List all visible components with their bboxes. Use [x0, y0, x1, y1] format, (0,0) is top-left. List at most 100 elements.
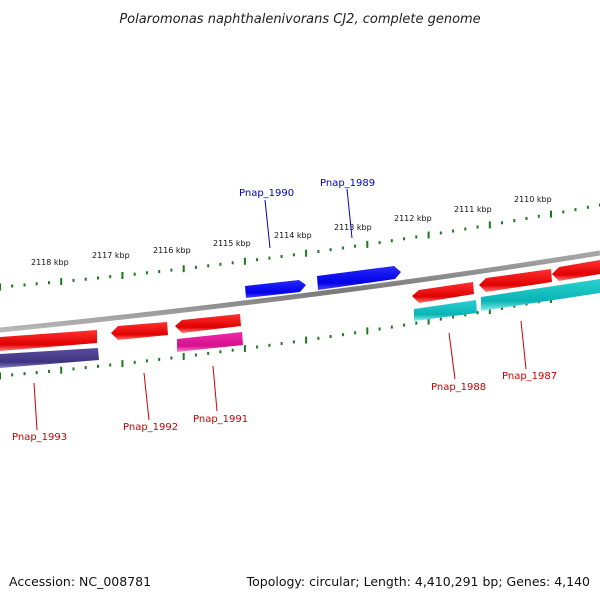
outer-tick-minor: [84, 277, 87, 281]
outer-tick-minor: [390, 239, 393, 243]
outer-tick-minor: [292, 253, 295, 257]
inner-tick-minor: [72, 367, 75, 371]
outer-tick-minor: [513, 219, 516, 223]
outer-tick-minor: [280, 255, 283, 258]
outer-tick-minor: [133, 272, 136, 276]
outer-tick-major: [121, 272, 124, 279]
outer-tick-minor: [354, 244, 357, 248]
outer-tick-minor: [378, 241, 381, 245]
leader-lines: [33, 188, 527, 431]
gene-pnap-1987[interactable]: [479, 269, 552, 292]
leader-pnap-1991: [212, 365, 218, 412]
outer-tick-major: [243, 257, 246, 265]
genome-stats-text: Topology: circular; Length: 4,410,291 bp…: [246, 574, 590, 589]
outer-tick-major: [0, 283, 1, 291]
cds-pnap-1988[interactable]: [414, 300, 477, 321]
leader-pnap-1989: [346, 188, 353, 239]
outer-tick-minor: [341, 246, 344, 250]
inner-tick-minor: [133, 360, 136, 364]
outer-tick-minor: [403, 237, 406, 241]
cds-pnap-1987[interactable]: [481, 279, 600, 311]
inner-tick-major: [488, 307, 491, 315]
tick-label-2113: 2113 kbp: [334, 223, 372, 232]
inner-tick-major: [243, 345, 246, 353]
outer-tick-major: [305, 249, 308, 257]
leader-pnap-1993: [33, 382, 38, 431]
label-pnap-1990: Pnap_1990: [239, 188, 294, 199]
outer-tick-minor: [48, 281, 50, 285]
inner-tick-major: [0, 372, 1, 380]
outer-tick-major: [60, 278, 63, 286]
tick-label-2118: 2118 kbp: [31, 258, 69, 267]
inner-tick-major: [121, 360, 124, 368]
outer-tick-minor: [11, 284, 14, 288]
inner-tick-minor: [109, 363, 112, 367]
leader-pnap-1987: [520, 320, 527, 370]
gene-pnap-1992[interactable]: [111, 322, 168, 340]
tick-label-2116: 2116 kbp: [153, 246, 191, 255]
inner-tick-minor: [464, 313, 467, 317]
outer-tick-minor: [170, 268, 173, 272]
label-pnap-1993: Pnap_1993: [12, 432, 67, 443]
inner-tick-minor: [341, 333, 344, 337]
inner-tick-major: [305, 336, 308, 344]
outer-tick-minor: [35, 282, 38, 286]
tick-label-2111: 2111 kbp: [454, 205, 492, 214]
inner-tick-major: [60, 366, 63, 374]
gene-pnap-1986-partial[interactable]: [552, 260, 600, 281]
outer-tick-ring: [0, 203, 600, 291]
outer-tick-major: [488, 221, 491, 229]
label-pnap-1989: Pnap_1989: [320, 178, 375, 189]
cds-pnap-1993[interactable]: [0, 348, 99, 368]
accession-text: Accession: NC_008781: [9, 574, 151, 589]
outer-tick-major: [550, 210, 552, 218]
tick-label-2112: 2112 kbp: [394, 214, 432, 223]
outer-tick-minor: [268, 256, 271, 260]
outer-tick-minor: [464, 227, 467, 231]
outer-tick-minor: [439, 231, 442, 235]
genome-backbone: [0, 250, 600, 333]
leader-pnap-1990: [264, 199, 271, 249]
inner-tick-minor: [501, 306, 503, 310]
inner-tick-minor: [48, 369, 50, 373]
inner-tick-minor: [84, 366, 87, 370]
outer-tick-minor: [72, 278, 75, 282]
gene-pnap-1993[interactable]: [0, 330, 97, 351]
inner-tick-minor: [35, 371, 38, 375]
inner-tick-minor: [354, 331, 357, 335]
inner-tick-minor: [256, 345, 259, 349]
inner-tick-minor: [439, 317, 442, 321]
outer-tick-minor: [207, 264, 210, 268]
outer-tick-minor: [329, 248, 332, 252]
label-pnap-1991: Pnap_1991: [193, 414, 248, 425]
inner-tick-minor: [194, 353, 197, 357]
inner-tick-minor: [158, 357, 161, 361]
outer-tick-minor: [194, 265, 197, 269]
inner-tick-minor: [415, 321, 418, 325]
inner-tick-minor: [11, 373, 14, 377]
inner-tick-major: [182, 353, 185, 360]
inner-tick-minor: [145, 359, 148, 363]
leader-pnap-1988: [448, 332, 456, 380]
outer-tick-minor: [231, 261, 234, 265]
inner-tick-minor: [378, 327, 381, 331]
label-pnap-1988: Pnap_1988: [431, 382, 486, 393]
inner-tick-minor: [476, 311, 479, 315]
inner-tick-minor: [317, 336, 320, 340]
inner-tick-major: [366, 327, 369, 335]
gene-pnap-1988[interactable]: [412, 282, 474, 303]
cds-pnap-1991[interactable]: [177, 332, 243, 352]
outer-tick-minor: [586, 205, 589, 209]
outer-tick-minor: [574, 208, 577, 212]
gene-pnap-1991[interactable]: [175, 314, 241, 333]
outer-tick-minor: [109, 275, 112, 279]
label-pnap-1992: Pnap_1992: [123, 422, 178, 433]
gene-pnap-1990[interactable]: [245, 280, 306, 298]
inner-tick-minor: [97, 364, 99, 368]
leader-pnap-1992: [143, 372, 150, 421]
outer-tick-minor: [23, 283, 26, 287]
map-title: Polaromonas naphthalenivorans CJ2, compl…: [119, 12, 480, 27]
inner-tick-minor: [452, 315, 455, 319]
gene-pnap-1989[interactable]: [317, 266, 401, 290]
